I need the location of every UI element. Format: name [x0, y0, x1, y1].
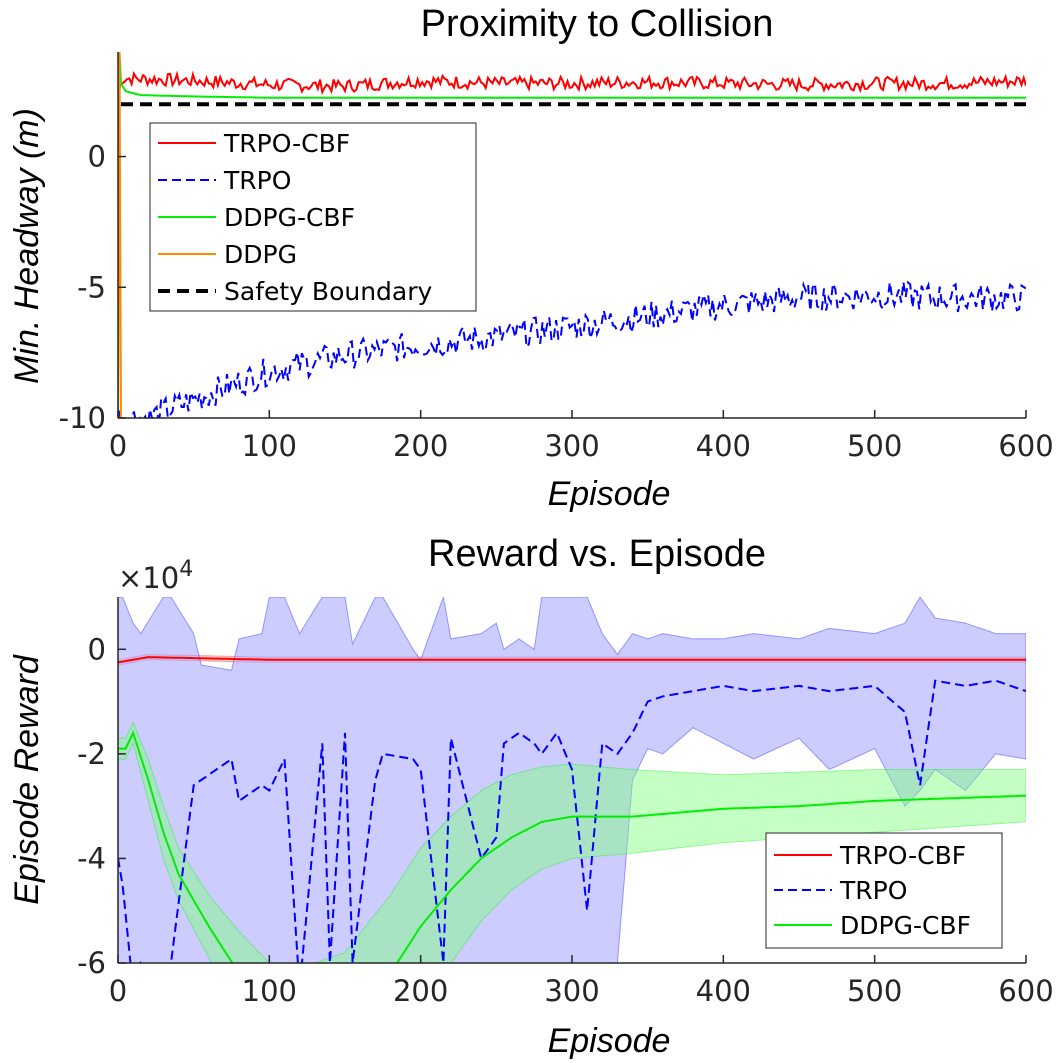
y-tick-label: 0 — [88, 140, 106, 174]
legend-reward: TRPO-CBF TRPO DDPG-CBF — [765, 832, 1003, 949]
x-tick-label: 0 — [109, 429, 127, 463]
y-axis-label-reward: Episode Reward — [8, 654, 46, 905]
chart-title-proximity: Proximity to Collision — [421, 3, 774, 45]
x-tick-label: 400 — [696, 429, 751, 463]
y-axis-multiplier-exp: 4 — [179, 557, 193, 582]
series-trpo — [118, 679, 1026, 963]
legend-label-ddpg: DDPG — [224, 240, 297, 269]
series-trpo — [118, 279, 1026, 418]
x-tick-label: 200 — [393, 429, 448, 463]
y-tick-label: 0 — [88, 632, 106, 666]
series-trpo-cbf — [118, 70, 1026, 102]
series-ddpg-cbf — [118, 52, 1026, 418]
legend-label-trpo: TRPO — [839, 876, 907, 905]
x-tick-label: 200 — [393, 974, 448, 1008]
legend-proximity: TRPO-CBF TRPO DDPG-CBF DDPG Safety Boundary — [149, 122, 477, 312]
legend-label-ddpg-cbf: DDPG-CBF — [224, 203, 355, 232]
x-tick-label: 500 — [847, 974, 902, 1008]
legend-label-trpo: TRPO — [223, 166, 291, 195]
x-tick-label: 600 — [998, 429, 1053, 463]
x-axis-label-proximity: Episode — [548, 475, 671, 513]
y-tick-label: -10 — [59, 401, 106, 435]
plot-reward: Reward vs. Episode ×104 0 100 200 300 400 500… — [8, 533, 1054, 1060]
x-tick-label: 600 — [998, 974, 1053, 1008]
x-tick-label: 100 — [242, 429, 297, 463]
legend-label-safety-boundary: Safety Boundary — [224, 277, 433, 306]
y-tick-label: -2 — [77, 737, 106, 771]
series-trpo-cbf — [118, 656, 1026, 664]
x-tick-label: 300 — [544, 429, 599, 463]
x-tick-label: 400 — [696, 974, 751, 1008]
y-tick-label: -4 — [77, 841, 106, 875]
legend-label-trpo-cbf: TRPO-CBF — [839, 841, 966, 870]
y-axis-multiplier: ×104 — [118, 557, 193, 595]
band-trpo — [118, 597, 1026, 963]
x-tick-label: 500 — [847, 429, 902, 463]
plot-proximity: Proximity to Collision 0 100 200 300 400 500 6… — [8, 3, 1054, 513]
y-tick-label: -5 — [77, 270, 106, 304]
x-tick-label: 0 — [109, 974, 127, 1008]
x-axis-label-reward: Episode — [548, 1022, 671, 1060]
x-tick-label: 100 — [242, 974, 297, 1008]
legend-label-ddpg-cbf: DDPG-CBF — [840, 911, 971, 940]
x-tick-label: 300 — [544, 974, 599, 1008]
y-tick-label: -6 — [77, 946, 106, 980]
band-ddpg-cbf — [118, 721, 1026, 963]
y-axis-label-proximity: Min. Headway (m) — [8, 108, 46, 384]
legend-label-trpo-cbf: TRPO-CBF — [223, 129, 350, 158]
y-axis-multiplier-base: ×10 — [118, 561, 179, 595]
chart-title-reward: Reward vs. Episode — [428, 533, 766, 575]
series-ddpg-cbf — [118, 730, 1026, 963]
